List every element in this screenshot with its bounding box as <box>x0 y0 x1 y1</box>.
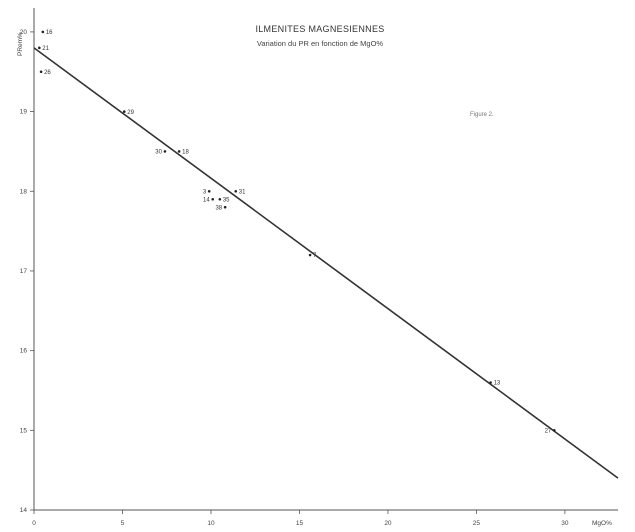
figure-annotation: Figure 2. <box>470 112 494 118</box>
point-label: 18 <box>182 150 189 156</box>
point-label: 3 <box>203 189 207 195</box>
x-tick-label: 0 <box>32 520 36 527</box>
x-tick-label: 10 <box>207 520 215 527</box>
point-label: 27 <box>545 429 552 435</box>
y-tick-label: 17 <box>20 268 28 275</box>
x-tick-label: 30 <box>561 520 569 527</box>
point-label: 35 <box>223 197 230 203</box>
data-point <box>211 197 215 201</box>
point-label: 30 <box>155 150 162 156</box>
x-tick-label: 20 <box>384 520 392 527</box>
y-tick-label: 14 <box>20 507 28 514</box>
y-tick-label: 20 <box>20 29 28 36</box>
point-label: 31 <box>239 189 246 195</box>
point-label: 16 <box>46 30 53 36</box>
point-label: 13 <box>494 381 501 387</box>
ticks: 0 5 10 15 20 25 30 14 15 16 17 18 19 20 <box>20 29 569 527</box>
data-point <box>308 253 312 257</box>
chart-subtitle: Variation du PR en fonction de MgO% <box>257 39 384 48</box>
point-label: 14 <box>203 197 210 203</box>
data-point <box>223 205 227 209</box>
y-tick-label: 18 <box>20 188 28 195</box>
point-label: 38 <box>215 205 222 211</box>
data-point <box>39 70 43 74</box>
regression-line <box>33 47 619 479</box>
point-label: 26 <box>44 70 51 76</box>
y-tick-label: 19 <box>20 109 28 116</box>
data-point <box>218 197 222 201</box>
y-axis-label: PRem% <box>17 32 24 56</box>
point-label: 29 <box>127 110 134 116</box>
y-tick-label: 16 <box>20 348 28 355</box>
data-point <box>41 30 45 34</box>
x-tick-label: 15 <box>296 520 304 527</box>
points-group: 16 21 26 29 30 18 3 14 35 31 38 7 13 27 <box>38 30 556 435</box>
point-label: 7 <box>313 253 317 259</box>
data-point <box>38 46 41 50</box>
data-point <box>552 429 556 432</box>
data-point <box>489 381 492 384</box>
x-tick-label: 5 <box>121 520 125 527</box>
point-label: 21 <box>42 46 49 52</box>
x-axis-label: MgO% <box>592 520 612 527</box>
data-point <box>163 150 167 153</box>
x-tick-label: 25 <box>473 520 481 527</box>
data-point <box>122 110 126 113</box>
fit-line-group <box>33 47 619 479</box>
axes <box>33 8 618 511</box>
data-point <box>177 150 181 153</box>
data-point <box>207 189 211 193</box>
chart-title: ILMENITES MAGNESIENNES <box>255 24 384 34</box>
data-point <box>234 189 238 193</box>
y-tick-label: 15 <box>20 427 28 434</box>
